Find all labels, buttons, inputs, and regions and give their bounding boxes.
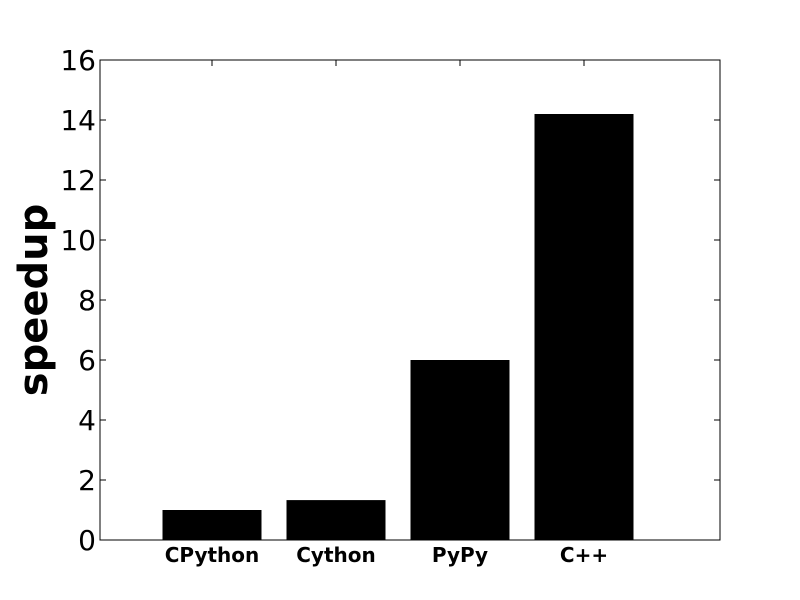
x-tick-label: Cython bbox=[296, 543, 376, 567]
y-tick-label: 8 bbox=[78, 284, 96, 317]
bars-group bbox=[162, 114, 634, 540]
y-tick-label: 10 bbox=[60, 224, 96, 257]
x-tick-labels: CPython Cython PyPy C++ bbox=[165, 543, 608, 567]
x-tick-label: C++ bbox=[560, 543, 608, 567]
y-tick-label: 0 bbox=[78, 524, 96, 557]
y-axis-label: speedup bbox=[11, 204, 57, 396]
y-tick-label: 2 bbox=[78, 464, 96, 497]
y-tick-label: 14 bbox=[60, 104, 96, 137]
y-tick-label: 6 bbox=[78, 344, 96, 377]
plot-frame bbox=[99, 59, 721, 541]
y-tick-labels: 0 2 4 6 8 10 12 14 16 bbox=[60, 44, 96, 557]
y-tick-label: 12 bbox=[60, 164, 96, 197]
bar-cython bbox=[286, 500, 386, 540]
bar-pypy bbox=[410, 360, 510, 540]
y-tick-label: 4 bbox=[78, 404, 96, 437]
x-tick-label: PyPy bbox=[432, 543, 488, 567]
bar-cplus bbox=[534, 114, 634, 540]
x-tick-label: CPython bbox=[165, 543, 260, 567]
y-tick-label: 16 bbox=[60, 44, 96, 77]
